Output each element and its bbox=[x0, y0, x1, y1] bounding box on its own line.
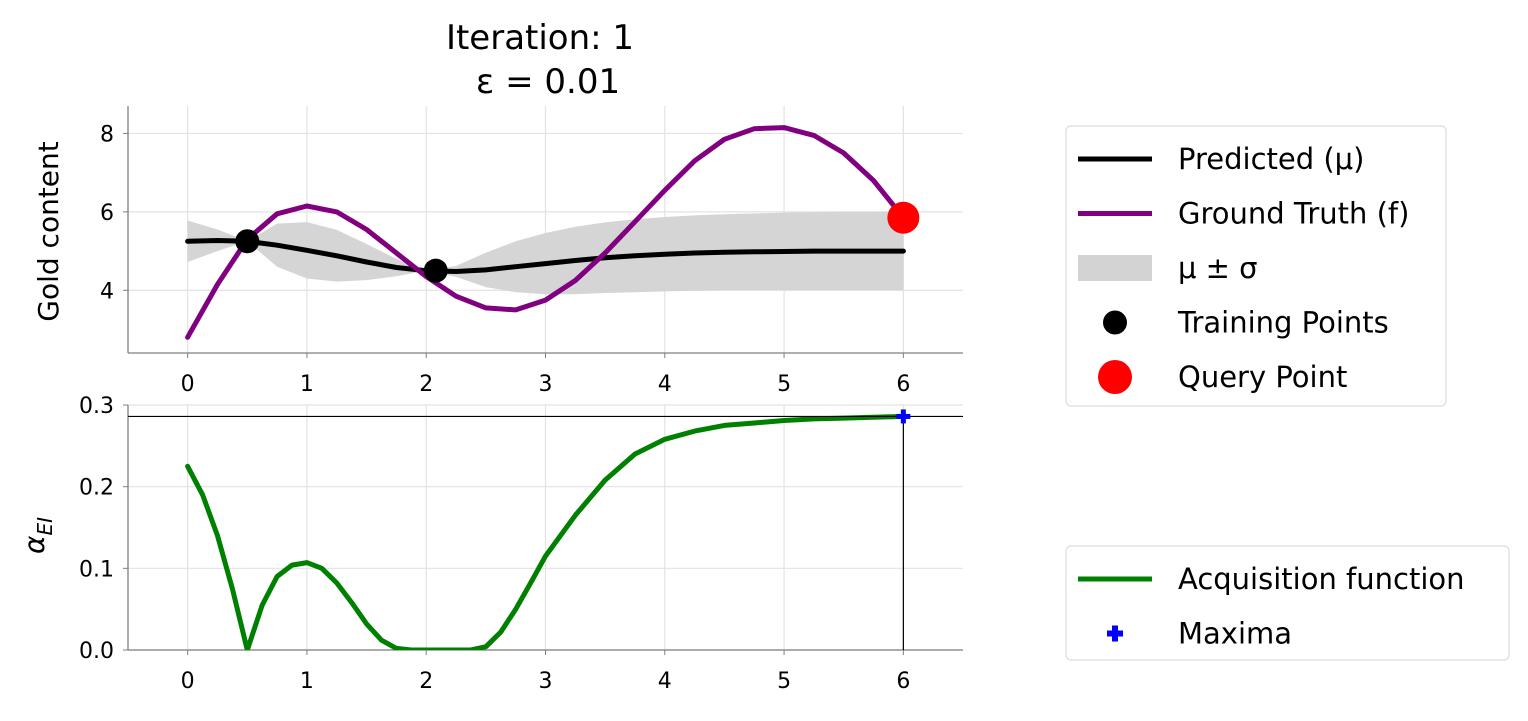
legend-label-training-points: Training Points bbox=[1177, 306, 1389, 340]
x-tick-label: 3 bbox=[539, 669, 553, 694]
x-tick-label: 5 bbox=[777, 669, 791, 694]
x-tick-label: 1 bbox=[300, 372, 314, 397]
x-tick-label: 0 bbox=[181, 669, 195, 694]
x-tick-label: 2 bbox=[419, 669, 433, 694]
legend-swatch- bbox=[1078, 255, 1152, 281]
y-tick-label: 0.1 bbox=[79, 557, 114, 582]
series-line-predicted- bbox=[185, 238, 906, 274]
y-tick-label: 0.0 bbox=[79, 639, 114, 664]
training-point bbox=[423, 258, 448, 283]
legend-acquisition: Acquisition function Maxima bbox=[1065, 545, 1510, 661]
legend-label-query-point: Query Point bbox=[1178, 360, 1347, 394]
x-tick-label: 6 bbox=[896, 372, 910, 397]
x-tick-label: 5 bbox=[777, 372, 791, 397]
series-line-acquisition-function bbox=[185, 413, 906, 650]
legend-gold-content: Predicted (μ) Ground Truth (f) μ ± σ Traini… bbox=[1065, 125, 1447, 407]
legend-box bbox=[1065, 545, 1510, 661]
x-tick-label: 1 bbox=[300, 669, 314, 694]
legend-label-acquisition-function: Acquisition function bbox=[1178, 562, 1465, 596]
y-tick-label: 8 bbox=[100, 122, 114, 147]
x-tick-label: 6 bbox=[896, 669, 910, 694]
y-tick-label: 0.2 bbox=[79, 476, 114, 501]
x-tick-label: 0 bbox=[181, 372, 195, 397]
chart-title-line1: Iteration: 1 bbox=[446, 18, 634, 58]
y-axis-label: αEI bbox=[18, 517, 57, 554]
y-tick-label: 0.3 bbox=[79, 394, 114, 419]
legend-label-ground-truth-f: Ground Truth (f) bbox=[1178, 197, 1409, 231]
legend-box bbox=[1065, 125, 1447, 407]
legend-swatch-query-point bbox=[1098, 360, 1132, 394]
gold-content-plot: 0 1 2 3 4 5 6 4 6 8 Gold content bbox=[32, 106, 963, 397]
legend-swatch-training-points bbox=[1103, 310, 1127, 335]
y-tick-label: 6 bbox=[100, 201, 114, 226]
legend-label-predicted: Predicted (μ) bbox=[1178, 142, 1364, 176]
x-tick-label: 4 bbox=[658, 372, 672, 397]
x-tick-label: 3 bbox=[539, 372, 553, 397]
chart-title-line2: ε = 0.01 bbox=[476, 62, 620, 102]
x-tick-label: 4 bbox=[658, 669, 672, 694]
legend-label-: μ ± σ bbox=[1178, 251, 1258, 285]
y-tick-label: 4 bbox=[100, 279, 114, 304]
maxima-marker bbox=[896, 409, 911, 424]
acquisition-plot: 0 1 2 3 4 5 6 0.0 0.1 0.2 0.3 αEI bbox=[18, 394, 963, 694]
y-axis-label: Gold content bbox=[32, 141, 65, 322]
legend-swatch-maxima bbox=[1107, 625, 1123, 642]
x-tick-label: 2 bbox=[419, 372, 433, 397]
plot-area bbox=[185, 125, 906, 340]
legend-label-maxima: Maxima bbox=[1178, 617, 1292, 651]
confidence-band bbox=[187, 211, 904, 295]
plot-area bbox=[185, 413, 906, 650]
training-point bbox=[235, 229, 260, 254]
query-point bbox=[887, 201, 920, 234]
series-line-ground-truth-f- bbox=[185, 125, 906, 340]
